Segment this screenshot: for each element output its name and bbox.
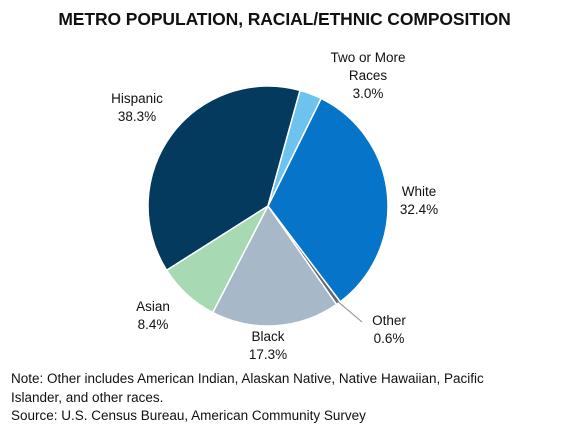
slice-value-two-or-more-races: 3.0% (352, 86, 384, 101)
pie-slice-white (267, 97, 389, 303)
slice-label-asian: Asian 8.4% (128, 298, 178, 334)
slice-name-white: White (401, 184, 437, 199)
slice-label-white: White 32.4% (394, 183, 444, 219)
chart-notes: Note: Other includes American Indian, Al… (11, 370, 561, 426)
pie-slice-two-or-more-races (267, 89, 322, 207)
pie-slice-black (212, 205, 338, 327)
slice-label-hispanic: Hispanic 38.3% (102, 90, 172, 126)
slice-label-two-or-more-line2: Races (348, 68, 388, 83)
chart-title: METRO POPULATION, RACIAL/ETHNIC COMPOSIT… (58, 9, 511, 29)
note-line-2: Islander, and other races. (11, 389, 164, 405)
slice-name-black: Black (251, 329, 285, 344)
slice-name-hispanic: Hispanic (111, 91, 163, 106)
note-line-1: Note: Other includes American Indian, Al… (11, 371, 484, 386)
slice-value-black: 17.3% (248, 347, 288, 362)
slice-label-black: Black 17.3% (243, 328, 293, 364)
slice-value-white: 32.4% (399, 202, 439, 217)
slice-name-other: Other (372, 313, 406, 328)
slice-name-asian: Asian (136, 299, 170, 314)
slice-label-two-or-more-line1: Two or More (330, 50, 406, 65)
slice-value-other: 0.6% (373, 331, 405, 346)
source-line: Source: U.S. Census Bureau, American Com… (11, 408, 366, 423)
slice-value-asian: 8.4% (137, 317, 169, 332)
slice-value-hispanic: 38.3% (117, 109, 157, 124)
pie-slice-hispanic (147, 85, 301, 272)
slice-label-other: Other 0.6% (364, 312, 414, 348)
slice-label-two-or-more-races: Two or More Races 3.0% (328, 49, 408, 103)
other-leader-line (336, 300, 363, 323)
